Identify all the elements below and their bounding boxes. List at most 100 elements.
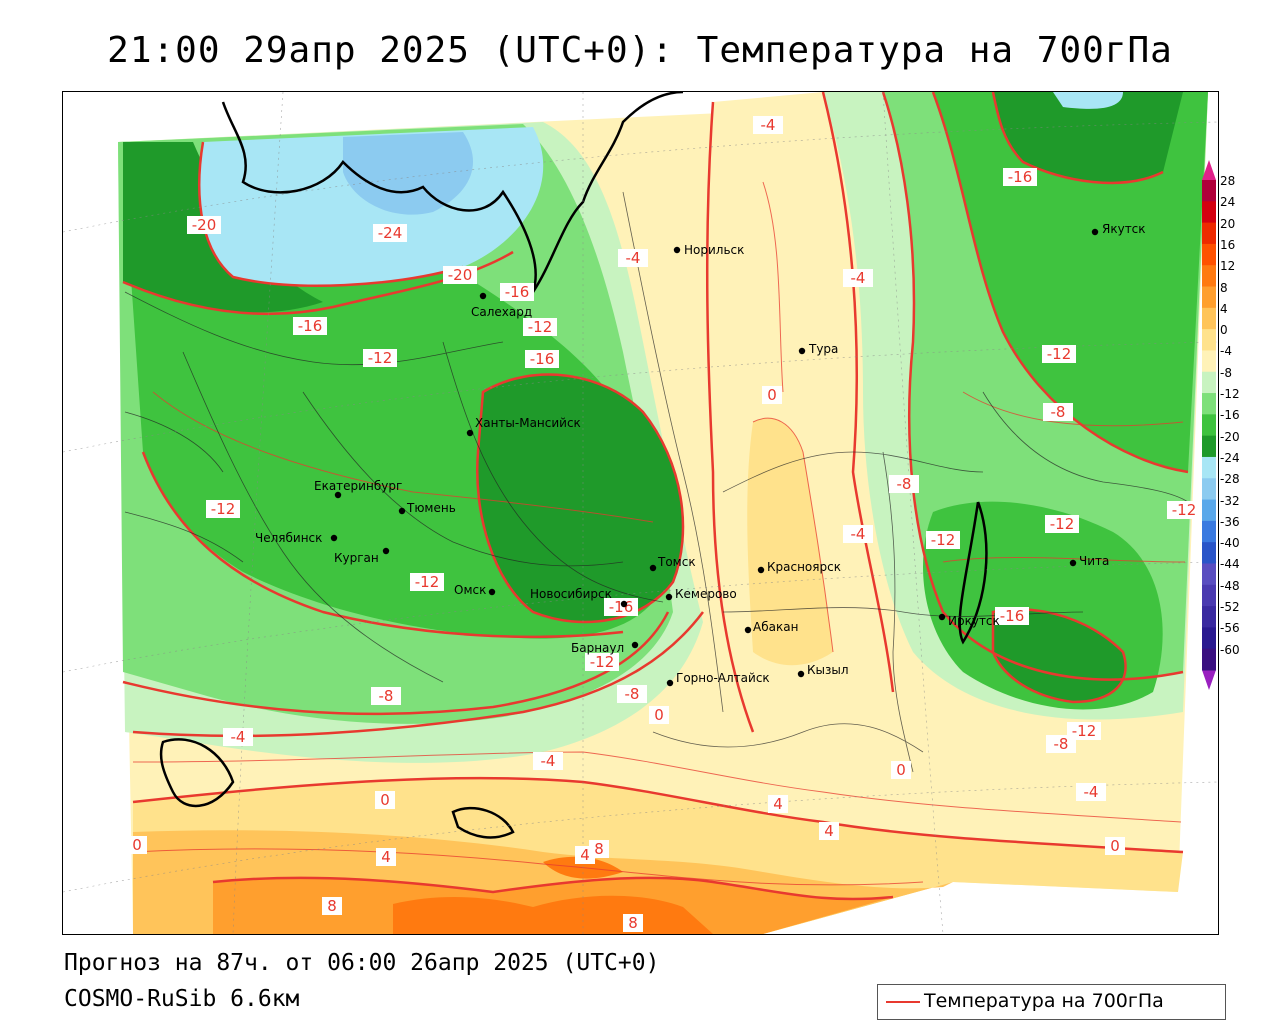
svg-text:-16: -16	[609, 598, 634, 616]
svg-text:-8: -8	[1051, 403, 1066, 421]
colorbar-tick-label: -4	[1220, 344, 1232, 359]
svg-text:4: 4	[381, 848, 391, 866]
coastline	[159, 92, 988, 839]
svg-text:-12: -12	[415, 573, 440, 591]
svg-text:-12: -12	[931, 531, 956, 549]
svg-text:-12: -12	[1050, 515, 1075, 533]
svg-text:0: 0	[896, 761, 906, 779]
city-marker[interactable]: Кемерово	[665, 587, 737, 601]
svg-text:-12: -12	[368, 349, 393, 367]
map-title: 21:00 29апр 2025 (UTC+0): Температура на…	[107, 30, 1173, 71]
svg-text:-12: -12	[1072, 722, 1097, 740]
colorbar-cell	[1202, 435, 1216, 458]
city-marker[interactable]: Ханты-Мансийск	[466, 416, 581, 437]
isotherm-label: -8	[889, 475, 919, 493]
city-marker[interactable]: Тюмень	[398, 501, 456, 515]
isotherm-label: -12	[1167, 501, 1201, 519]
city-marker[interactable]: Якутск	[1091, 222, 1146, 236]
city-marker[interactable]: Екатеринбург	[314, 479, 402, 499]
svg-text:-4: -4	[761, 116, 776, 134]
city-marker[interactable]: Томск	[649, 555, 696, 572]
temperature-map: -20 -24 -20 -16 -16 -12 -16 -12 -12 -12 …	[63, 92, 1218, 934]
isotherm-label: 4	[768, 795, 788, 813]
isotherm-label: -16	[1003, 168, 1037, 186]
colorbar-cell	[1202, 456, 1216, 479]
forecast-info: Прогноз на 87ч. от 06:00 26апр 2025 (UTC…	[64, 950, 660, 976]
colorbar-cell	[1202, 222, 1216, 245]
city-marker[interactable]: Челябинск	[255, 531, 338, 545]
city-marker[interactable]: Чита	[1069, 554, 1110, 568]
isotherm-label: -4	[223, 728, 253, 746]
colorbar-tick-label: 20	[1220, 216, 1236, 231]
colorbar-tick-label: 12	[1220, 259, 1236, 274]
city-marker[interactable]: Омск	[454, 583, 496, 597]
svg-text:-4: -4	[541, 752, 556, 770]
isotherm-label: 8	[623, 914, 643, 932]
svg-text:-16: -16	[298, 317, 323, 335]
isotherm-label: -12	[926, 531, 960, 549]
svg-text:-24: -24	[378, 224, 403, 242]
isotherm-label: -4	[843, 525, 873, 543]
svg-text:Тура: Тура	[808, 342, 838, 356]
colorbar-tick-label: -28	[1220, 472, 1240, 487]
isotherm-label: 0	[375, 791, 395, 809]
city-marker[interactable]: Новосибирск	[530, 587, 628, 608]
city-marker[interactable]: Красноярск	[757, 560, 841, 574]
city-marker[interactable]: Салехард	[471, 292, 532, 319]
svg-text:-4: -4	[851, 525, 866, 543]
isotherm-label-layer: -20 -24 -20 -16 -16 -12 -16 -12 -12 -12 …	[127, 116, 1201, 932]
isotherm-label: -16	[604, 598, 638, 616]
isotherm-label: 0	[1105, 837, 1125, 855]
city-marker[interactable]: Барнаул	[571, 641, 639, 655]
isotherm-label: -8	[617, 685, 647, 703]
colorbar-tick-label: -20	[1220, 429, 1240, 444]
isotherm-label: -12	[1042, 345, 1076, 363]
colorbar-tick-label: 16	[1220, 237, 1236, 252]
svg-text:Норильск: Норильск	[684, 243, 744, 257]
svg-text:-8: -8	[1054, 735, 1069, 753]
svg-text:Якутск: Якутск	[1102, 222, 1146, 236]
svg-text:-8: -8	[897, 475, 912, 493]
svg-text:8: 8	[594, 840, 604, 858]
svg-text:-8: -8	[379, 687, 394, 705]
map-panel[interactable]: -20 -24 -20 -16 -16 -12 -16 -12 -12 -12 …	[62, 91, 1219, 935]
svg-text:-4: -4	[231, 728, 246, 746]
svg-text:-4: -4	[851, 269, 866, 287]
city-marker[interactable]: Горно-Алтайск	[666, 671, 770, 687]
model-name: COSMO-RuSib 6.6км	[64, 986, 300, 1012]
isotherm-label: 0	[127, 836, 147, 854]
isotherm-label: -4	[533, 752, 563, 770]
colorbar-top-arrow	[1202, 160, 1216, 180]
svg-text:0: 0	[1110, 837, 1120, 855]
svg-text:-4: -4	[626, 249, 641, 267]
svg-text:Барнаул: Барнаул	[571, 641, 624, 655]
svg-text:Кызыл: Кызыл	[807, 663, 849, 677]
svg-text:Горно-Алтайск: Горно-Алтайск	[676, 671, 770, 685]
isotherm-label: -8	[371, 687, 401, 705]
colorbar-cell	[1202, 265, 1216, 288]
svg-text:Чита: Чита	[1079, 554, 1109, 568]
svg-text:-12: -12	[1047, 345, 1072, 363]
colorbar-cell	[1202, 478, 1216, 501]
city-marker[interactable]: Курган	[334, 547, 390, 565]
svg-text:Тюмень: Тюмень	[406, 501, 456, 515]
isotherm-lines	[122, 92, 1189, 901]
colorbar-tick-label: -60	[1220, 642, 1240, 657]
city-marker[interactable]: Тура	[798, 342, 839, 356]
isotherm-label: -16	[525, 350, 559, 368]
colorbar-cell	[1202, 329, 1216, 351]
isotherm-label: -12	[410, 573, 444, 591]
colorbar-tick-label: 8	[1220, 280, 1228, 295]
isotherm-label: -4	[753, 116, 783, 134]
svg-text:-20: -20	[448, 266, 473, 284]
svg-text:Челябинск: Челябинск	[255, 531, 322, 545]
svg-text:0: 0	[380, 791, 390, 809]
city-marker[interactable]: Кызыл	[797, 663, 849, 678]
svg-text:Томск: Томск	[657, 555, 696, 569]
colorbar-tick-label: -32	[1220, 493, 1240, 508]
city-marker[interactable]: Норильск	[673, 243, 745, 257]
city-marker[interactable]: Иркутск	[938, 613, 1000, 628]
colorbar-cell	[1202, 584, 1216, 607]
city-marker[interactable]: Абакан	[744, 620, 799, 634]
svg-text:-8: -8	[625, 685, 640, 703]
